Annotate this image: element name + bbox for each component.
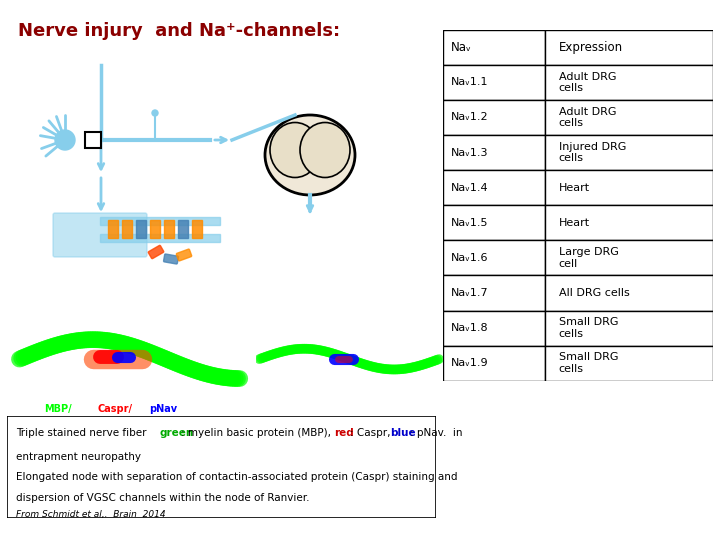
Text: Naᵥ1.6: Naᵥ1.6 <box>451 253 488 263</box>
Text: Naᵥ1.2: Naᵥ1.2 <box>451 112 489 123</box>
Bar <box>546 65 713 100</box>
Text: green: green <box>159 428 194 438</box>
Circle shape <box>152 110 158 116</box>
Bar <box>136 220 146 238</box>
Text: Caspr/: Caspr/ <box>98 403 132 414</box>
Text: Adult DRG
cells: Adult DRG cells <box>559 107 616 129</box>
Bar <box>108 220 118 238</box>
Text: red: red <box>333 428 354 438</box>
Bar <box>85 132 101 148</box>
Text: Injured DRG
cells: Injured DRG cells <box>559 141 626 163</box>
Ellipse shape <box>265 115 355 195</box>
Text: Triple stained nerve fiber: Triple stained nerve fiber <box>16 428 150 438</box>
Text: Naᵥ1.8: Naᵥ1.8 <box>451 323 489 333</box>
Bar <box>546 310 713 346</box>
Text: Heart: Heart <box>559 183 590 193</box>
Bar <box>546 30 713 65</box>
Bar <box>443 346 546 381</box>
Bar <box>100 217 220 225</box>
Bar <box>443 205 546 240</box>
Bar <box>443 65 546 100</box>
Bar <box>443 240 546 275</box>
Text: : pNav.  in: : pNav. in <box>410 428 462 438</box>
Ellipse shape <box>300 123 350 178</box>
FancyBboxPatch shape <box>7 416 436 518</box>
Bar <box>122 220 132 238</box>
Bar <box>546 205 713 240</box>
Text: A: A <box>14 303 27 319</box>
Text: Expression: Expression <box>559 40 623 54</box>
Text: b: b <box>415 303 425 319</box>
FancyBboxPatch shape <box>148 245 163 259</box>
Text: Naᵥ1.7: Naᵥ1.7 <box>451 288 489 298</box>
Text: Naᵥ1.1: Naᵥ1.1 <box>451 77 488 87</box>
Text: Small DRG
cells: Small DRG cells <box>559 317 618 339</box>
Bar <box>546 100 713 135</box>
Bar <box>443 100 546 135</box>
Text: Heart: Heart <box>559 218 590 228</box>
Text: Naᵥ: Naᵥ <box>451 40 472 54</box>
Bar <box>546 170 713 205</box>
Text: Large DRG
cell: Large DRG cell <box>559 247 618 269</box>
Ellipse shape <box>270 123 320 178</box>
Text: Adult DRG
cells: Adult DRG cells <box>559 71 616 93</box>
FancyBboxPatch shape <box>53 213 147 257</box>
Text: MBP/: MBP/ <box>44 403 71 414</box>
Text: Naᵥ1.4: Naᵥ1.4 <box>451 183 489 193</box>
Text: Naᵥ1.3: Naᵥ1.3 <box>451 147 488 158</box>
Text: Small DRG
cells: Small DRG cells <box>559 352 618 374</box>
Text: entrapment neuropathy: entrapment neuropathy <box>16 451 141 462</box>
Bar <box>443 170 546 205</box>
Bar <box>192 220 202 238</box>
Bar <box>443 275 546 310</box>
Bar <box>546 240 713 275</box>
Text: Naᵥ1.5: Naᵥ1.5 <box>451 218 488 228</box>
Bar <box>443 30 546 65</box>
Bar <box>150 220 160 238</box>
Bar <box>546 135 713 170</box>
Text: pNav: pNav <box>149 403 177 414</box>
FancyBboxPatch shape <box>176 249 192 261</box>
Text: blue: blue <box>391 428 416 438</box>
Text: a: a <box>222 303 232 319</box>
Bar <box>443 310 546 346</box>
Text: dispersion of VGSC channels within the node of Ranvier.: dispersion of VGSC channels within the n… <box>16 492 310 503</box>
Text: : Caspr,: : Caspr, <box>350 428 394 438</box>
Bar <box>546 346 713 381</box>
Circle shape <box>55 130 75 150</box>
Bar <box>546 275 713 310</box>
Text: : myelin basic protein (MBP),: : myelin basic protein (MBP), <box>181 428 334 438</box>
Bar <box>443 135 546 170</box>
Text: Nerve injury  and Na⁺-channels:: Nerve injury and Na⁺-channels: <box>18 22 340 40</box>
Bar <box>178 220 188 238</box>
Text: From Schmidt et al,.  Brain  2014: From Schmidt et al,. Brain 2014 <box>16 510 166 519</box>
Text: Naᵥ1.9: Naᵥ1.9 <box>451 358 489 368</box>
FancyBboxPatch shape <box>163 254 179 264</box>
Bar <box>164 220 174 238</box>
Text: All DRG cells: All DRG cells <box>559 288 629 298</box>
Text: Elongated node with separation of contactin-associated protein (Caspr) staining : Elongated node with separation of contac… <box>16 472 457 482</box>
Bar <box>100 234 220 242</box>
